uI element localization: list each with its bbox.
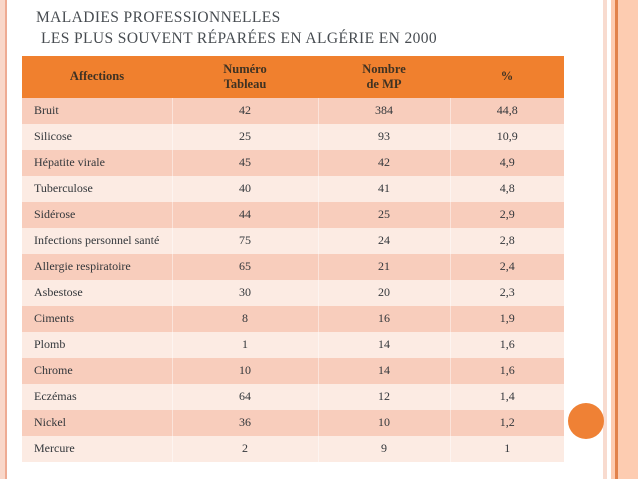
cell-nombre-mp: 10	[317, 410, 450, 436]
cell-percent: 4,9	[449, 150, 564, 176]
cell-percent: 2,4	[449, 254, 564, 280]
cell-affection: Ciments	[22, 306, 172, 332]
cell-numero-tableau: 44	[171, 202, 318, 228]
table-row: Asbestose 30 20 2,3	[22, 280, 564, 306]
left-border-stripe	[0, 0, 7, 479]
table-row: Chrome 10 14 1,6	[22, 358, 564, 384]
diseases-table-container: Affections Numéro Tableau Nombre de MP %…	[22, 56, 564, 462]
diseases-table: Affections Numéro Tableau Nombre de MP %…	[22, 56, 564, 462]
right-border-accent-line	[615, 0, 618, 479]
cell-nombre-mp: 14	[317, 358, 450, 384]
cell-nombre-mp: 25	[317, 202, 450, 228]
cell-affection: Eczémas	[22, 384, 172, 410]
table-row: Silicose 25 93 10,9	[22, 124, 564, 150]
cell-percent: 2,9	[449, 202, 564, 228]
cell-numero-tableau: 64	[171, 384, 318, 410]
table-row: Nickel 36 10 1,2	[22, 410, 564, 436]
slide-title: MALADIES PROFESSIONNELLES LES PLUS SOUVE…	[36, 7, 437, 49]
cell-percent: 44,8	[449, 98, 564, 124]
cell-affection: Infections personnel santé	[22, 228, 172, 254]
table-header: Affections Numéro Tableau Nombre de MP %	[22, 56, 564, 98]
cell-affection: Bruit	[22, 98, 172, 124]
cell-nombre-mp: 42	[317, 150, 450, 176]
cell-nombre-mp: 20	[317, 280, 450, 306]
cell-affection: Tuberculose	[22, 176, 172, 202]
cell-numero-tableau: 40	[171, 176, 318, 202]
cell-numero-tableau: 65	[171, 254, 318, 280]
cell-nombre-mp: 12	[317, 384, 450, 410]
cell-affection: Silicose	[22, 124, 172, 150]
header-percent: %	[450, 56, 564, 98]
right-border-band	[611, 0, 638, 479]
cell-percent: 1,6	[449, 358, 564, 384]
cell-affection: Allergie respiratoire	[22, 254, 172, 280]
cell-nombre-mp: 21	[317, 254, 450, 280]
slide-title-line2: LES PLUS SOUVENT RÉPARÉES EN ALGÉRIE EN …	[41, 30, 438, 47]
cell-nombre-mp: 9	[317, 436, 450, 462]
cell-numero-tableau: 2	[171, 436, 318, 462]
cell-percent: 1,2	[449, 410, 564, 436]
cell-nombre-mp: 24	[317, 228, 450, 254]
cell-percent: 4,8	[449, 176, 564, 202]
table-row: Sidérose 44 25 2,9	[22, 202, 564, 228]
slide-title-line1: MALADIES PROFESSIONNELLES	[36, 9, 281, 26]
cell-numero-tableau: 45	[171, 150, 318, 176]
header-nombre-mp: Nombre de MP	[318, 56, 450, 98]
table-body: Bruit 42 384 44,8 Silicose 25 93 10,9 Hépatite v…	[22, 98, 564, 462]
cell-numero-tableau: 25	[171, 124, 318, 150]
cell-percent: 1,6	[449, 332, 564, 358]
header-numero-tableau: Numéro Tableau	[172, 56, 318, 98]
table-row: Allergie respiratoire 65 21 2,4	[22, 254, 564, 280]
cell-nombre-mp: 93	[317, 124, 450, 150]
cell-affection: Sidérose	[22, 202, 172, 228]
accent-circle-icon	[568, 403, 604, 439]
header-affections: Affections	[22, 56, 172, 98]
cell-affection: Chrome	[22, 358, 172, 384]
cell-percent: 1	[449, 436, 564, 462]
right-thin-stripe	[603, 0, 607, 479]
cell-numero-tableau: 1	[171, 332, 318, 358]
cell-nombre-mp: 41	[317, 176, 450, 202]
table-row: Infections personnel santé 75 24 2,8	[22, 228, 564, 254]
cell-numero-tableau: 8	[171, 306, 318, 332]
cell-nombre-mp: 14	[317, 332, 450, 358]
table-header-row: Affections Numéro Tableau Nombre de MP %	[22, 56, 564, 98]
table-row: Eczémas 64 12 1,4	[22, 384, 564, 410]
cell-percent: 1,9	[449, 306, 564, 332]
cell-nombre-mp: 384	[317, 98, 450, 124]
cell-percent: 2,8	[449, 228, 564, 254]
table-row: Plomb 1 14 1,6	[22, 332, 564, 358]
cell-percent: 10,9	[449, 124, 564, 150]
cell-numero-tableau: 30	[171, 280, 318, 306]
table-row: Hépatite virale 45 42 4,9	[22, 150, 564, 176]
cell-numero-tableau: 42	[171, 98, 318, 124]
cell-percent: 1,4	[449, 384, 564, 410]
cell-numero-tableau: 10	[171, 358, 318, 384]
cell-percent: 2,3	[449, 280, 564, 306]
table-row: Ciments 8 16 1,9	[22, 306, 564, 332]
cell-affection: Hépatite virale	[22, 150, 172, 176]
cell-numero-tableau: 75	[171, 228, 318, 254]
cell-numero-tableau: 36	[171, 410, 318, 436]
cell-affection: Mercure	[22, 436, 172, 462]
table-row: Bruit 42 384 44,8	[22, 98, 564, 124]
table-row: Mercure 2 9 1	[22, 436, 564, 462]
cell-nombre-mp: 16	[317, 306, 450, 332]
table-row: Tuberculose 40 41 4,8	[22, 176, 564, 202]
cell-affection: Asbestose	[22, 280, 172, 306]
cell-affection: Plomb	[22, 332, 172, 358]
cell-affection: Nickel	[22, 410, 172, 436]
